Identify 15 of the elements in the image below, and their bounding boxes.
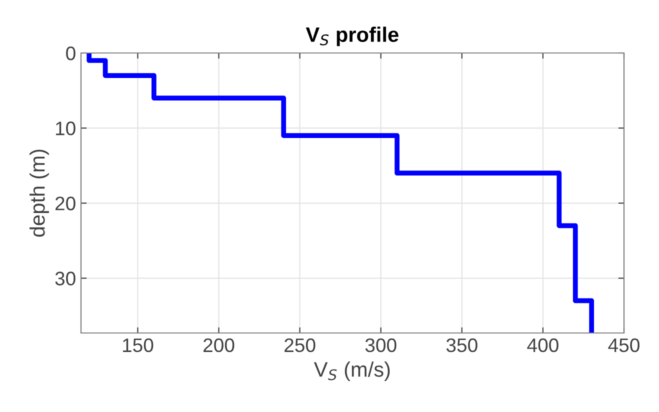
x-tick-label: 150 — [122, 338, 154, 352]
chart-title: V$_{S}$ profile — [306, 26, 398, 46]
line-series — [86, 53, 594, 333]
x-tick-label: 250 — [284, 338, 316, 352]
x-tick-label: 300 — [365, 338, 396, 352]
x-tick-label: 350 — [446, 338, 478, 352]
x-tick-label: 400 — [527, 338, 558, 352]
x-tick-label: 450 — [608, 338, 640, 352]
x-tick-label: 200 — [204, 338, 234, 352]
y-axis-title: depth (m) — [30, 150, 49, 237]
y-tick-label: 0 — [66, 46, 76, 60]
y-tick-label: 30 — [55, 272, 76, 286]
y-tick-label: 10 — [56, 122, 76, 136]
x-axis-title: V$_{S}$ (m/s) — [314, 362, 390, 381]
y-tick-label: 20 — [55, 196, 76, 210]
